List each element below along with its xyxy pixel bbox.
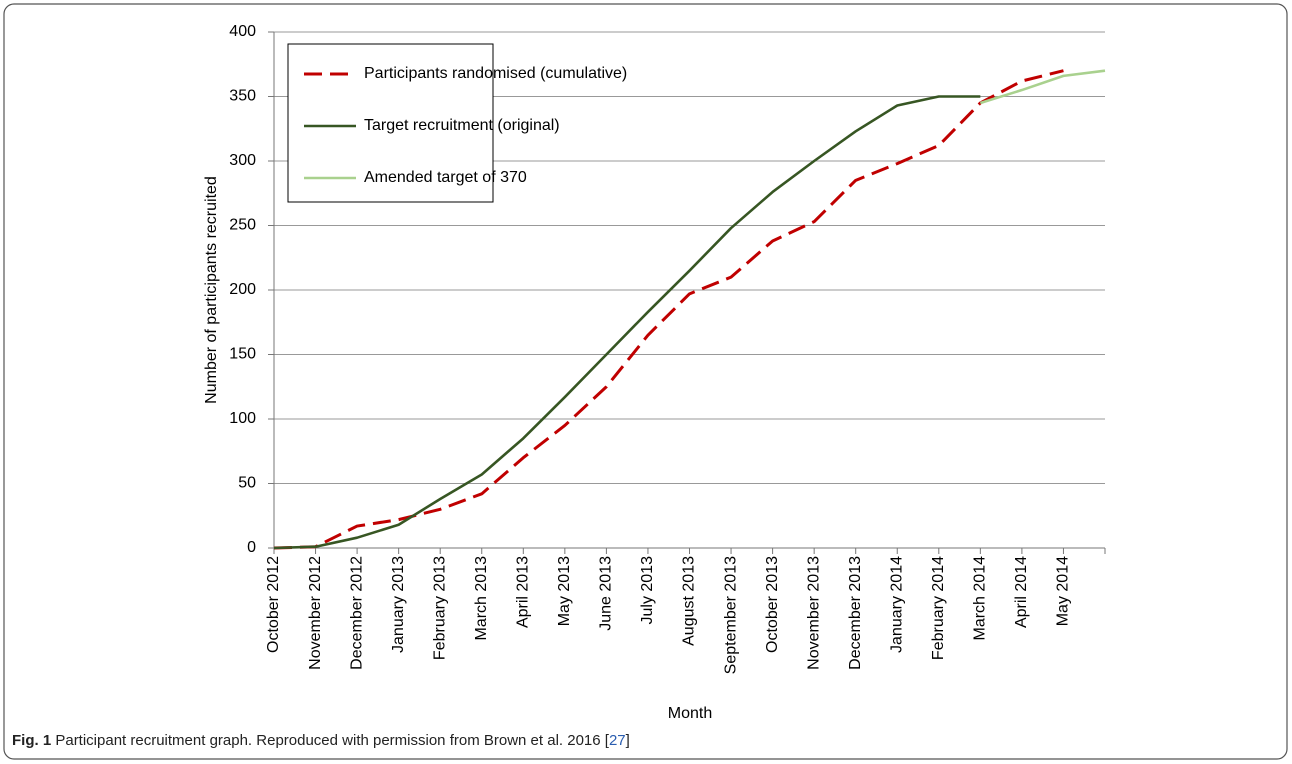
y-tick-label: 250: [229, 217, 256, 234]
x-tick-label: July 2013: [639, 556, 656, 625]
y-axis-label: Number of participants recruited: [203, 176, 220, 404]
x-tick-label: November 2012: [307, 556, 324, 670]
y-tick-label: 300: [229, 152, 256, 169]
caption-ref: 27: [608, 732, 626, 749]
y-tick-label: 350: [229, 88, 256, 105]
y-tick-label: 150: [229, 346, 256, 363]
y-tick-label: 100: [229, 410, 256, 427]
y-tick-label: 0: [247, 539, 256, 556]
y-tick-label: 50: [238, 475, 256, 492]
x-tick-label: May 2013: [556, 556, 573, 626]
series-line: [979, 69, 1106, 105]
x-tick-label: May 2014: [1055, 556, 1072, 626]
legend-label: Participants randomised (cumulative): [364, 65, 627, 82]
x-tick-label: September 2013: [722, 556, 739, 674]
x-tick-label: December 2013: [847, 556, 864, 670]
series-line: [273, 69, 1064, 550]
x-tick-label: April 2014: [1013, 556, 1030, 628]
x-tick-label: June 2013: [598, 556, 615, 631]
x-tick-label: November 2013: [805, 556, 822, 670]
x-tick-label: October 2012: [265, 556, 282, 653]
x-tick-label: February 2013: [431, 556, 448, 660]
legend-label: Target recruitment (original): [364, 117, 560, 134]
x-tick-label: January 2014: [888, 556, 905, 653]
x-tick-label: March 2014: [972, 556, 989, 641]
x-tick-label: February 2014: [930, 556, 947, 660]
x-tick-label: December 2012: [348, 556, 365, 670]
series-line: [273, 95, 981, 550]
x-tick-label: March 2013: [473, 556, 490, 641]
y-tick-label: 200: [229, 281, 256, 298]
caption-close: ]: [625, 732, 630, 749]
y-tick-label: 400: [229, 23, 256, 40]
legend-label: Amended target of 370: [364, 169, 527, 186]
x-tick-label: October 2013: [764, 556, 781, 653]
x-tick-label: January 2013: [390, 556, 407, 653]
frame-border: [3, 3, 1288, 760]
caption: Fig. 1 Participant recruitment graph. Re…: [12, 732, 630, 749]
caption-label: Fig. 1: [12, 732, 52, 749]
legend-box: [287, 43, 494, 203]
x-axis-label: Month: [668, 705, 712, 722]
caption-text: Participant recruitment graph. Reproduce…: [55, 732, 609, 749]
x-tick-label: April 2013: [515, 556, 532, 628]
x-tick-label: August 2013: [681, 556, 698, 646]
